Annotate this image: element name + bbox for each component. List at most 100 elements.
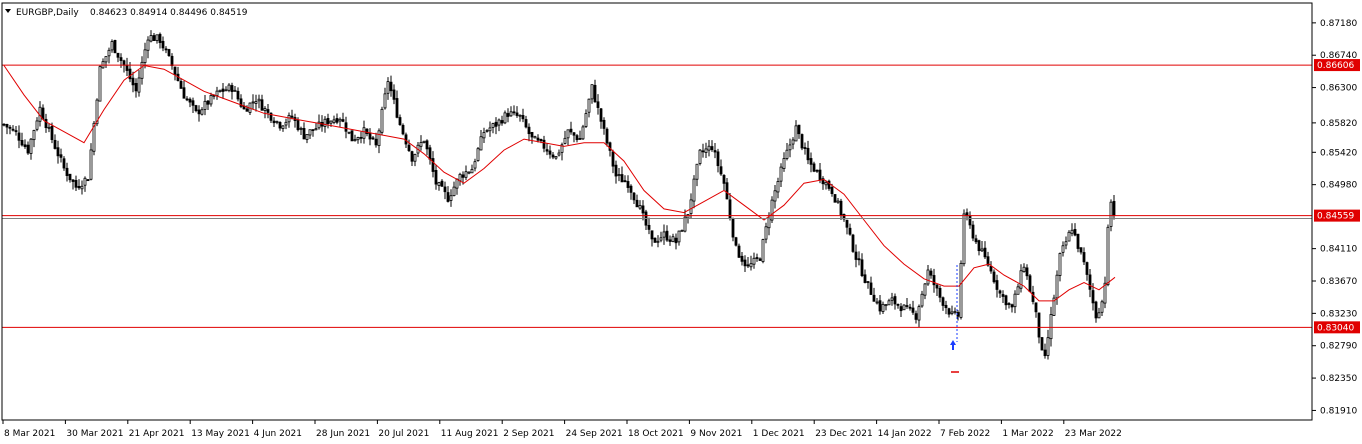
y-tick-label: 0.82350 [1320,374,1357,384]
candle-body [1070,229,1074,234]
candle-body [476,148,480,161]
candle-body [161,40,165,49]
candle-body [1007,303,1011,305]
candle-body [887,300,891,306]
candle-body [998,290,1002,294]
candle-body [1043,349,1047,357]
candle-body [1106,226,1110,286]
horizontal-levels[interactable]: 0.86606 0.84559 0.83040 [2,59,1360,334]
trade-markers [950,265,959,373]
candle-body [992,271,996,283]
candle-body [521,115,525,120]
candle-body [233,89,237,92]
candle-body [821,178,825,185]
candle-body [419,142,423,147]
candle-body [611,151,615,167]
candle-body [650,230,654,240]
candle-body [461,174,465,178]
y-tick-label: 0.84110 [1320,245,1357,255]
moving-average [3,64,1116,302]
candle-body [1022,266,1026,273]
candle-body [1094,301,1098,319]
candle-body [641,205,645,214]
level-price-label: 0.86606 [1317,61,1354,71]
candle-body [788,144,792,151]
candle-body [953,310,957,313]
candle-body [578,138,582,140]
candle-body [1040,337,1044,351]
ma-line [3,64,1116,302]
candle-body [509,111,513,117]
candle-body [572,132,576,136]
candle-body [239,98,243,107]
candle-body [719,166,723,175]
candle-body [710,146,714,151]
candle-body [569,128,573,133]
candle-body [566,129,570,139]
candle-body [1085,262,1089,275]
candle-body [1097,312,1101,319]
candle-body [560,144,564,153]
candle-body [914,313,918,320]
candle-body [98,66,102,102]
candle-body [758,258,762,261]
candle-body [848,227,852,235]
candle-body [851,234,855,252]
level-price-tag [1314,321,1360,334]
candle-body [173,66,177,75]
candle-body [905,305,909,307]
candle-body [707,145,711,151]
candle-body [422,140,426,143]
candle-body [380,108,384,133]
candle-body [440,180,444,187]
candle-body [188,98,192,103]
candle-body [272,120,276,124]
candle-body [80,185,84,190]
candle-body [962,213,966,265]
candle-body [971,224,975,239]
candle-body [875,301,879,304]
candle-body [191,100,195,106]
candle-body [164,48,168,51]
candle-body [1088,274,1092,290]
candle-body [140,61,144,79]
candle-body [317,121,321,129]
candle-body [428,147,432,160]
y-tick-label: 0.85820 [1320,119,1357,129]
candle-body [410,151,414,162]
candle-body [29,138,33,154]
candle-body [770,199,774,221]
candle-body [287,114,291,123]
candle-body [698,149,702,164]
candle-body [89,149,93,180]
candle-body [44,118,48,129]
y-tick-label: 0.83670 [1320,277,1357,287]
candle-body [1034,302,1038,313]
x-tick-label: 23 Dec 2021 [815,429,873,439]
candle-body [917,306,921,321]
candle-body [302,128,306,140]
candle-body [167,49,171,56]
candle-body [437,182,441,186]
candle-body [230,85,234,92]
candle-body [407,144,411,151]
candle-body [647,224,651,230]
candle-body [56,147,60,157]
candle-body [170,55,174,67]
candle-body [908,306,912,309]
candle-body [371,137,375,140]
candle-body [938,287,942,298]
candle-body [275,120,279,123]
candle-body [500,120,504,124]
candle-body [692,178,696,202]
dropdown-triangle-icon[interactable] [5,9,11,13]
candle-body [722,175,726,184]
candle-body [296,120,300,131]
candle-body [497,119,501,126]
candle-body [452,186,456,197]
candle-body [53,139,57,149]
candle-body [1058,253,1062,276]
candle-body [752,257,756,265]
candle-body [347,131,351,134]
